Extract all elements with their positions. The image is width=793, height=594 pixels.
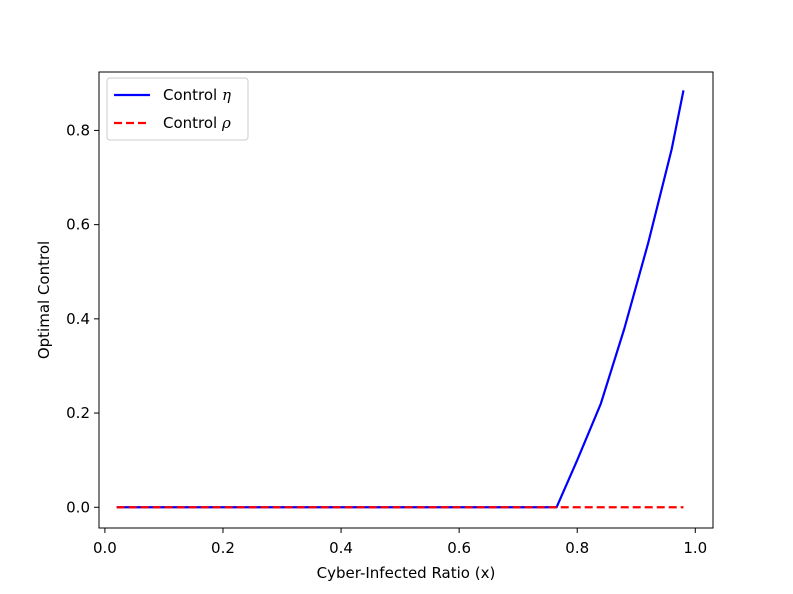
y-tick-label: 0.2 xyxy=(66,404,90,422)
x-tick-label: 0.8 xyxy=(565,539,589,557)
legend-label-control-rho-prefix: Control xyxy=(163,114,222,132)
legend-label-control-rho: Control ρ xyxy=(163,114,231,132)
x-tick-label: 0.4 xyxy=(329,539,353,557)
x-axis-label: Cyber-Infected Ratio (x) xyxy=(317,564,496,582)
axes-layer: 0.0 0.2 0.4 0.6 0.8 1.0 0.0 0.2 0.4 0.6 0.8 xyxy=(66,121,707,557)
y-tick-label: 0.4 xyxy=(66,310,90,328)
legend-label-control-eta-symbol: η xyxy=(222,86,231,104)
legend: Control η Control ρ xyxy=(106,77,249,141)
x-tick-label: 0.6 xyxy=(447,539,471,557)
plot-area xyxy=(98,71,714,529)
series-layer xyxy=(116,90,685,509)
legend-label-control-rho-symbol: ρ xyxy=(221,114,231,132)
y-tick-label: 0.0 xyxy=(66,498,90,516)
x-tick-label: 1.0 xyxy=(683,539,707,557)
legend-label-control-eta: Control η xyxy=(163,86,231,104)
y-axis-label: Optimal Control xyxy=(35,241,53,359)
plot-frame xyxy=(98,71,714,529)
y-tick-label: 0.6 xyxy=(66,216,90,234)
y-tick-label: 0.8 xyxy=(66,121,90,139)
legend-label-control-eta-prefix: Control xyxy=(163,86,222,104)
legend-box xyxy=(106,77,249,141)
x-tick-label: 0.0 xyxy=(93,539,117,557)
x-tick-label: 0.2 xyxy=(211,539,235,557)
